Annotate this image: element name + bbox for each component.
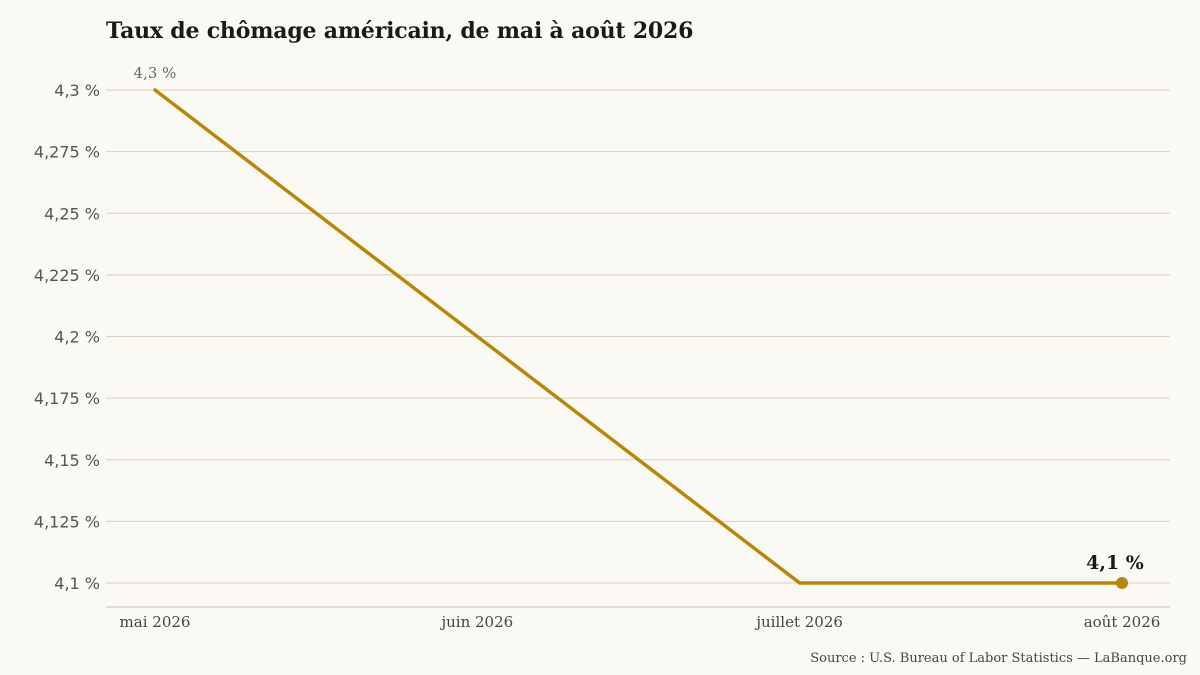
series-group bbox=[153, 88, 1128, 589]
data-label: 4,3 % bbox=[134, 64, 177, 82]
x-tick-label: mai 2026 bbox=[120, 613, 191, 631]
y-tick-label: 4,2 % bbox=[54, 328, 100, 347]
y-tick-label: 4,225 % bbox=[34, 266, 100, 285]
y-tick-label: 4,175 % bbox=[34, 389, 100, 408]
data-label: 4,1 % bbox=[1086, 552, 1144, 574]
y-tick-label: 4,3 % bbox=[54, 81, 100, 100]
last-point-marker bbox=[1116, 577, 1128, 589]
x-tick-label: août 2026 bbox=[1084, 613, 1161, 631]
y-tick-label: 4,1 % bbox=[54, 574, 100, 593]
y-axis: 4,1 % 4,125 % 4,15 % 4,175 % 4,2 % 4,225 % 4,2… bbox=[34, 81, 100, 593]
annotations: 4,3 % 4,1 % bbox=[134, 64, 1144, 574]
y-tick-label: 4,125 % bbox=[34, 512, 100, 531]
source-note: Source : U.S. Bureau of Labor Statistics… bbox=[810, 651, 1187, 666]
chart-title: Taux de chômage américain, de mai à août… bbox=[106, 18, 694, 44]
x-tick-label: juillet 2026 bbox=[754, 613, 843, 631]
y-tick-label: 4,15 % bbox=[44, 451, 100, 470]
grid-lines bbox=[106, 89, 1170, 584]
y-tick-label: 4,25 % bbox=[44, 204, 100, 223]
x-axis: mai 2026 juin 2026 juillet 2026 août 2026 bbox=[106, 606, 1170, 631]
x-tick-label: juin 2026 bbox=[439, 613, 513, 631]
y-tick-label: 4,275 % bbox=[34, 143, 100, 162]
series-line bbox=[153, 88, 1124, 585]
